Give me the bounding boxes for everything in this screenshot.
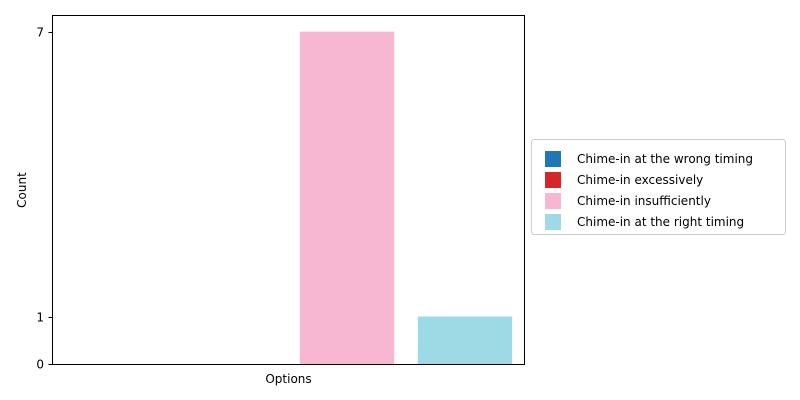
legend-label-1: Chime-in at the wrong timing — [577, 152, 753, 166]
legend-swatch-4 — [545, 214, 561, 230]
x-axis-title: Options — [265, 372, 311, 386]
legend-items: Chime-in at the wrong timing Chime-in exc… — [545, 151, 753, 230]
legend-swatch-3 — [545, 193, 561, 209]
bars — [299, 31, 513, 364]
legend-label-3: Chime-in insufficiently — [577, 194, 711, 208]
legend-label-4: Chime-in at the right timing — [577, 215, 744, 229]
legend-swatch-2 — [545, 172, 561, 188]
legend-label-2: Chime-in excessively — [577, 173, 703, 187]
legend-swatch-1 — [545, 151, 561, 167]
legend-frame — [531, 139, 786, 235]
y-tick-label-0: 0 — [36, 358, 44, 372]
y-axis-ticks: 0 1 7 — [36, 26, 53, 372]
plot-frame — [52, 15, 525, 365]
legend: Chime-in at the wrong timing Chime-in exc… — [531, 139, 786, 235]
plot-area: 0 1 7 — [36, 15, 525, 372]
y-tick-label-1: 1 — [36, 311, 44, 325]
bar-3 — [299, 31, 395, 364]
y-axis-title: Count — [15, 172, 29, 208]
y-tick-label-2: 7 — [36, 26, 44, 40]
bar-4 — [417, 316, 513, 364]
